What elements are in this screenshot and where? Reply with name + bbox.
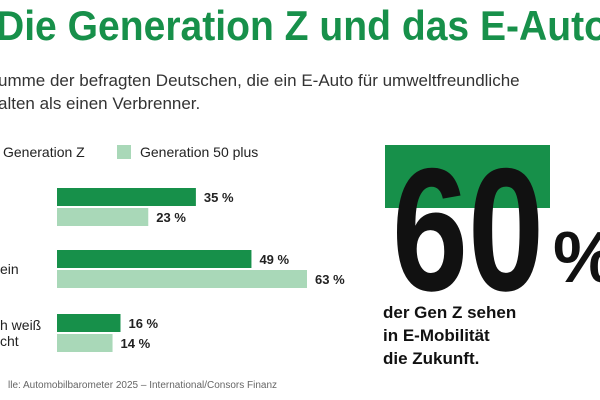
bar — [57, 208, 149, 226]
highlight-text: in E-Mobilität — [383, 326, 490, 345]
value-label: 23 % — [156, 210, 186, 225]
highlight-text: die Zukunft. — [383, 349, 479, 368]
highlight-box — [385, 145, 550, 208]
legend-swatch — [117, 145, 131, 159]
legend-label: Generation 50 plus — [140, 144, 258, 160]
value-label: 63 % — [315, 272, 345, 287]
bar — [57, 250, 252, 268]
bar — [57, 334, 113, 352]
highlight-unit: % — [553, 218, 600, 298]
subtitle: umme der befragten Deutschen, die ein E-… — [0, 71, 520, 90]
highlight-text: der Gen Z sehen — [383, 303, 516, 322]
subtitle: alten als einen Verbrenner. — [0, 94, 200, 113]
bar — [57, 314, 121, 332]
bar — [57, 270, 307, 288]
legend-label: Generation Z — [3, 144, 85, 160]
highlight-number: 60 — [392, 133, 544, 328]
source: lle: Automobilbarometer 2025 – Internati… — [8, 380, 277, 391]
title: Die Generation Z und das E-Auto — [0, 2, 600, 49]
bar — [57, 188, 196, 206]
value-label: 35 % — [204, 190, 234, 205]
category-label: cht — [0, 333, 19, 349]
category-label: ein — [0, 261, 19, 277]
value-label: 16 % — [128, 316, 158, 331]
value-label: 14 % — [121, 336, 151, 351]
category-label: h weiß — [0, 317, 41, 333]
value-label: 49 % — [259, 252, 289, 267]
